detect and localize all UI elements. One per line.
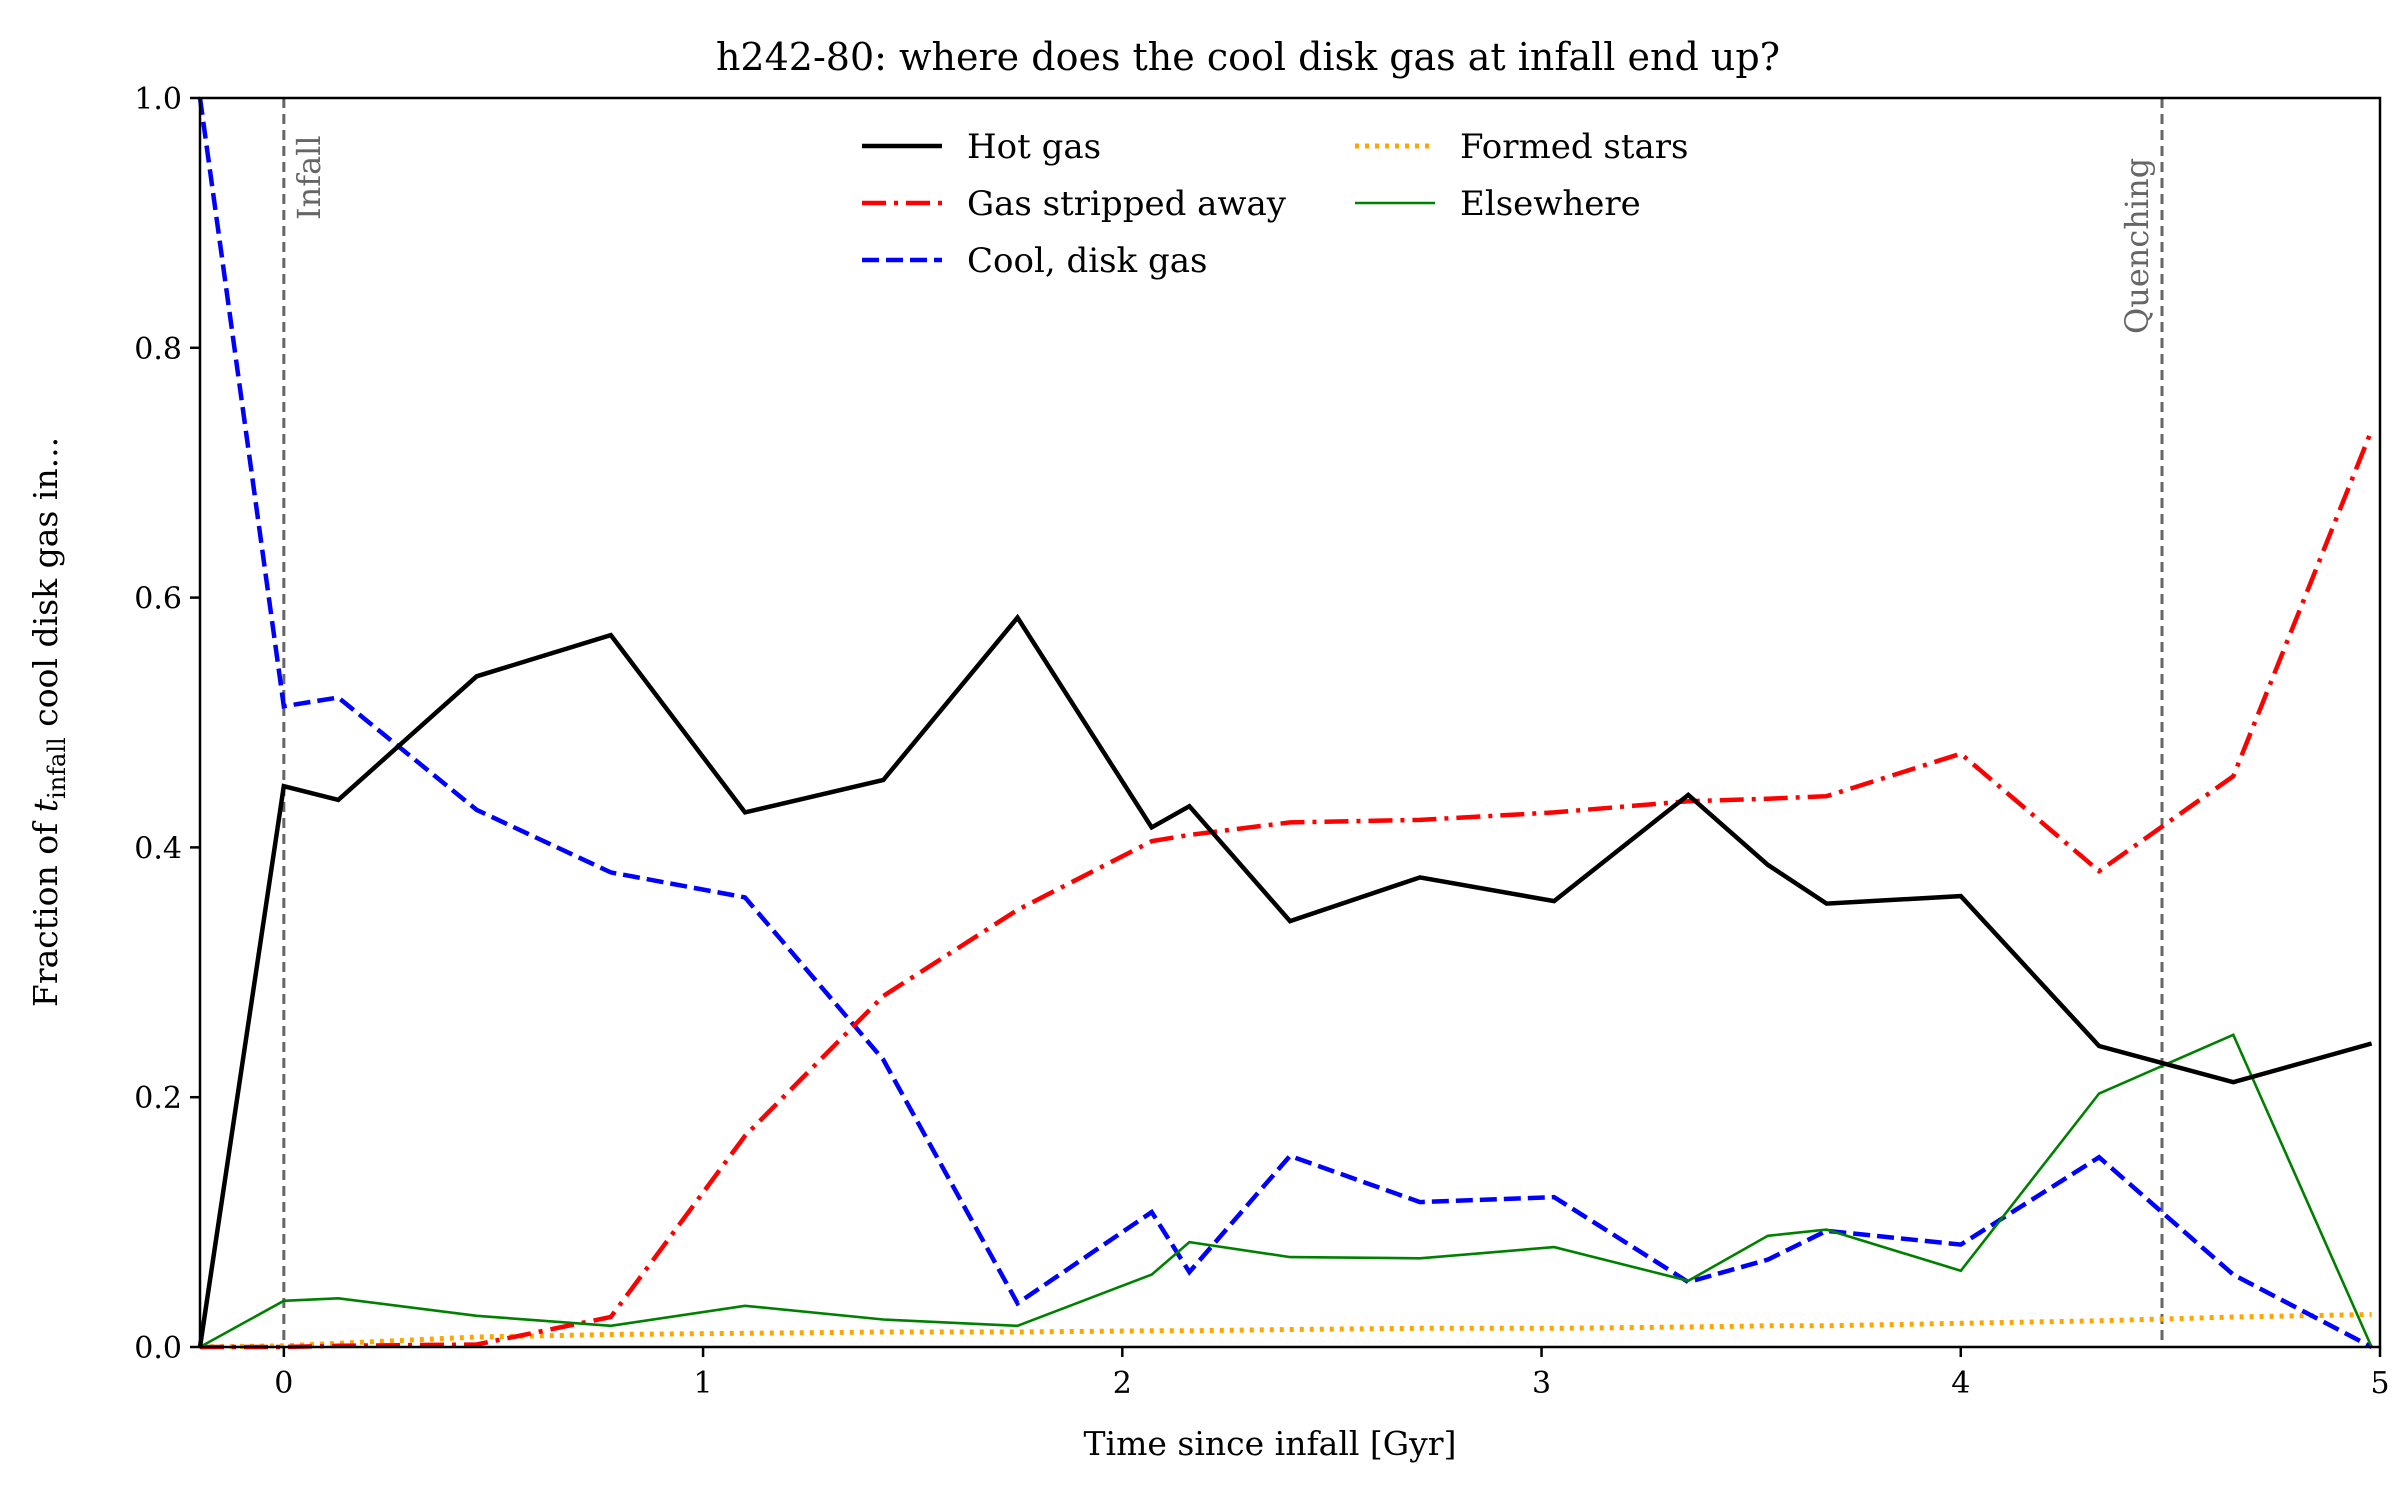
series-line-gas-stripped-away — [200, 429, 2374, 1350]
legend-item-cool-disk-gas: Cool, disk gas — [862, 241, 1207, 281]
legend: Hot gas Gas stripped away Cool, disk gas Fo… — [862, 127, 1688, 281]
y-tick-label: 0.6 — [134, 582, 182, 617]
legend-label: Formed stars — [1460, 127, 1688, 167]
x-tick-label: 0 — [274, 1366, 293, 1401]
y-axis-label-sub: infall — [43, 737, 71, 799]
x-tick-label: 4 — [1951, 1366, 1970, 1401]
vline-label-infall: Infall — [290, 135, 328, 220]
series-line-elsewhere — [199, 1033, 2373, 1349]
legend-label: Gas stripped away — [967, 184, 1287, 224]
y-axis-label-var: t — [26, 798, 65, 812]
legend-item-formed-stars: Formed stars — [1355, 127, 1688, 167]
y-axis-label-suffix: cool disk gas in... — [26, 437, 65, 737]
legend-label: Cool, disk gas — [967, 241, 1207, 281]
vertical-markers: Infall Quenching — [282, 98, 2164, 1347]
x-axis: 0 1 2 3 4 5 — [274, 1347, 2390, 1401]
y-axis-label-prefix: Fraction of — [26, 812, 65, 1007]
plot-frame — [198, 96, 2382, 1349]
y-tick-label: 0.8 — [134, 332, 182, 367]
y-tick-label: 0.0 — [134, 1331, 182, 1366]
y-axis: 0.0 0.2 0.4 0.6 0.8 1.0 — [134, 82, 200, 1366]
legend-label: Hot gas — [967, 127, 1101, 167]
x-tick-label: 3 — [1532, 1366, 1551, 1401]
y-tick-label: 0.2 — [134, 1081, 182, 1116]
x-tick-label: 2 — [1113, 1366, 1132, 1401]
legend-item-hot-gas: Hot gas — [862, 127, 1101, 167]
series-line-hot-gas — [197, 613, 2373, 1348]
x-tick-label: 5 — [2370, 1366, 2389, 1401]
legend-item-elsewhere: Elsewhere — [1355, 184, 1641, 224]
y-tick-label: 0.4 — [134, 831, 182, 866]
y-axis-label: Fraction of tinfall cool disk gas in... — [26, 437, 71, 1007]
legend-label: Elsewhere — [1460, 184, 1641, 224]
y-tick-label: 1.0 — [134, 82, 182, 117]
legend-item-gas-stripped-away: Gas stripped away — [862, 184, 1287, 224]
series-lines — [197, 97, 2374, 1350]
x-tick-label: 1 — [694, 1366, 713, 1401]
chart-title: h242-80: where does the cool disk gas at… — [716, 35, 1780, 79]
x-axis-label: Time since infall [Gyr] — [1084, 1424, 1457, 1463]
series-line-cool-disk-gas — [197, 97, 2373, 1349]
vline-label-quenching: Quenching — [2118, 158, 2156, 334]
